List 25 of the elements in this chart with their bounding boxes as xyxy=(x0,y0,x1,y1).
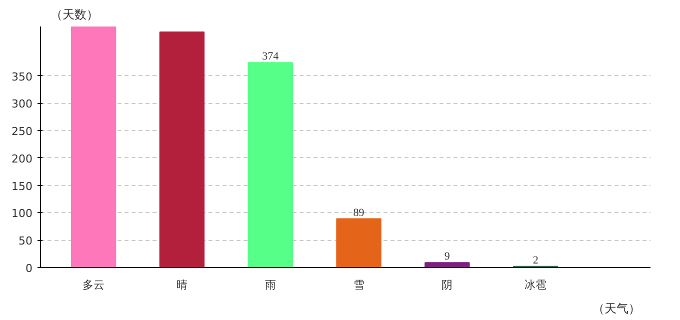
bar xyxy=(424,262,470,268)
data-label: 9 xyxy=(444,250,450,263)
data-label: 374 xyxy=(262,50,280,63)
y-tick-label: 150 xyxy=(12,180,33,193)
x-tick-label: 冰雹 xyxy=(524,278,547,292)
y-axis-title: （天数） xyxy=(50,8,98,22)
y-tick-label: 300 xyxy=(12,98,33,111)
x-tick-label: 晴 xyxy=(176,278,188,292)
x-tick-label: 阴 xyxy=(442,278,453,292)
data-label: 89 xyxy=(353,206,365,219)
x-tick-label: 雨 xyxy=(264,278,276,292)
bar xyxy=(248,62,293,268)
y-tick-label: 350 xyxy=(12,70,33,84)
data-label: 2 xyxy=(532,254,538,266)
x-axis-title: （天气） xyxy=(592,302,640,316)
bar xyxy=(159,31,205,268)
y-tick-label: 0 xyxy=(26,262,32,275)
y-tick-label: 50 xyxy=(18,234,33,248)
bar xyxy=(70,26,116,268)
y-tick-label: 200 xyxy=(12,152,33,166)
bar xyxy=(336,218,382,268)
y-tick-label: 250 xyxy=(12,125,33,138)
y-tick-label: 100 xyxy=(12,207,33,220)
x-tick-label: 雪 xyxy=(353,278,364,292)
x-tick-label: 多云 xyxy=(82,278,105,292)
